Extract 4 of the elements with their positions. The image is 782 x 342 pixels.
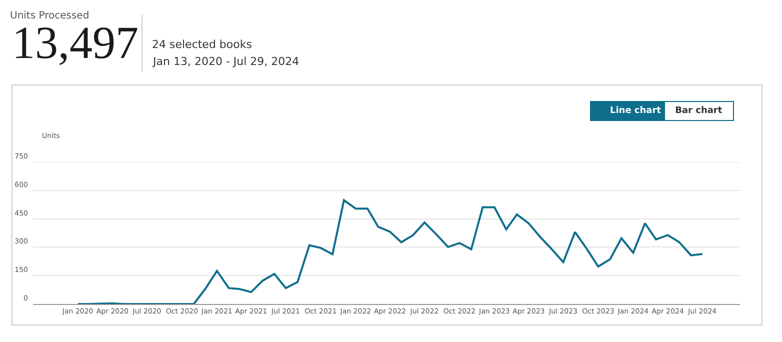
- text: Jan 13, 2020 - Jul 29, 2024: [152, 55, 300, 68]
- text: 24 selected books: [152, 38, 252, 51]
- text: Bar chart: [675, 106, 723, 116]
- text: Line chart: [594, 106, 662, 116]
